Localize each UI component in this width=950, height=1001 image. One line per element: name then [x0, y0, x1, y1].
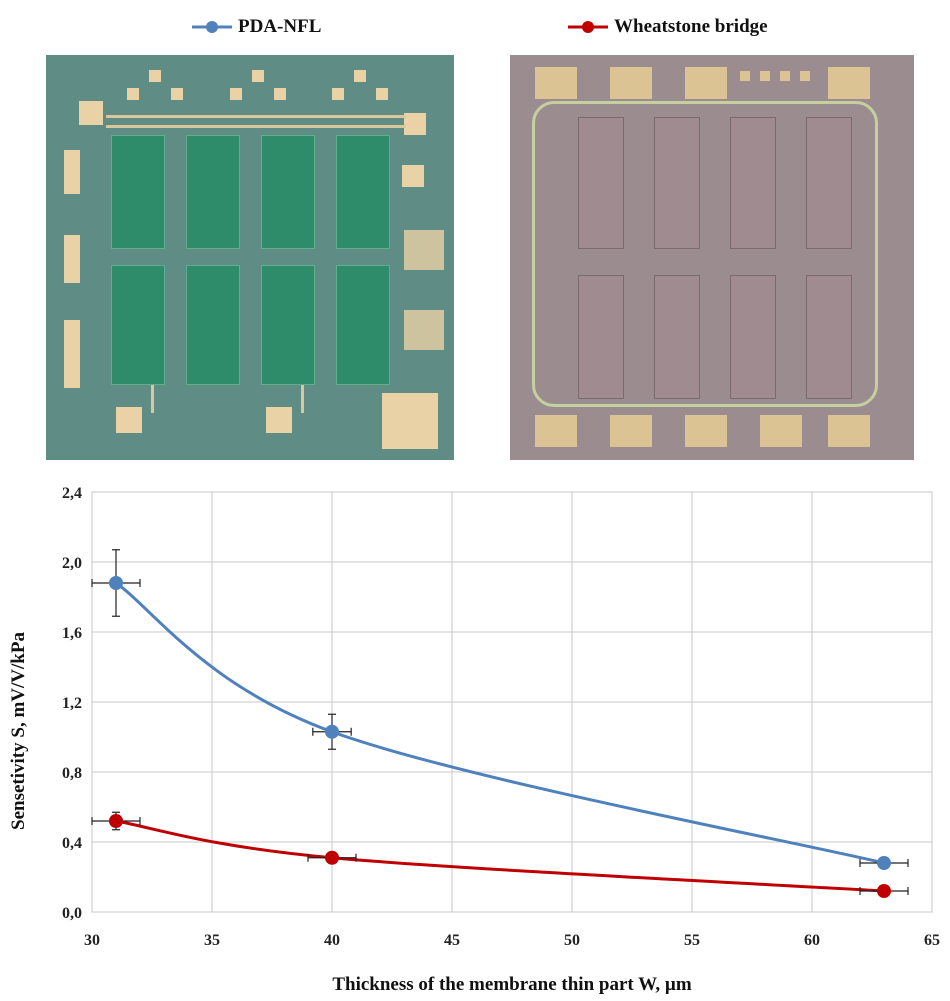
x-tick-label: 50 [564, 932, 580, 949]
y-axis-title: Sensetivity S, mV/V/kPa [8, 632, 29, 830]
legend-marker-wheatstone [568, 21, 608, 33]
x-tick-label: 35 [204, 932, 220, 949]
legend-item-pda-nfl: PDA-NFL [190, 10, 321, 44]
data-point-0-0 [109, 576, 123, 590]
x-axis-title: Thickness of the membrane thin part W, µ… [332, 974, 691, 995]
y-tick-label: 1,2 [62, 695, 82, 712]
data-point-0-2 [877, 856, 891, 870]
wheatstone-chip-photo [510, 55, 914, 460]
x-tick-label: 30 [84, 932, 100, 949]
y-tick-label: 0,4 [62, 835, 82, 852]
series-line-1 [115, 819, 885, 893]
x-tick-label: 65 [924, 932, 940, 949]
data-point-1-1 [325, 850, 339, 865]
y-tick-label: 0,8 [62, 765, 82, 782]
chart-series [91, 549, 909, 898]
y-tick-label: 2,4 [62, 485, 82, 502]
series-line-0 [115, 581, 885, 865]
legend-item-wheatstone: Wheatstone bridge [566, 10, 768, 44]
legend-label-pda-nfl: PDA-NFL [238, 16, 322, 37]
x-tick-label: 40 [324, 932, 340, 949]
x-tick-label: 45 [444, 932, 460, 949]
data-point-0-1 [325, 724, 339, 739]
x-tick-label: 60 [804, 932, 820, 949]
y-tick-label: 1,6 [62, 625, 82, 642]
pda-nfl-chip-photo [46, 55, 454, 460]
y-tick-label: 0,0 [62, 905, 82, 922]
data-point-1-2 [877, 884, 891, 898]
y-tick-label: 2,0 [62, 555, 82, 572]
x-tick-label: 55 [684, 932, 700, 949]
data-point-1-0 [109, 814, 123, 828]
chart-grid [91, 491, 933, 913]
chart-axes: 30 35 40 45 50 55 60 65 0,0 0,4 0,8 1,2 1,6 2,0 2,4 [62, 485, 940, 949]
legend-marker-pda-nfl [192, 21, 232, 33]
legend-label-wheatstone: Wheatstone bridge [614, 16, 768, 37]
sensitivity-chart: 30 35 40 45 50 55 60 65 0,0 0,4 0,8 1,2 1,6 2,0 2,4 Th… [8, 485, 940, 995]
